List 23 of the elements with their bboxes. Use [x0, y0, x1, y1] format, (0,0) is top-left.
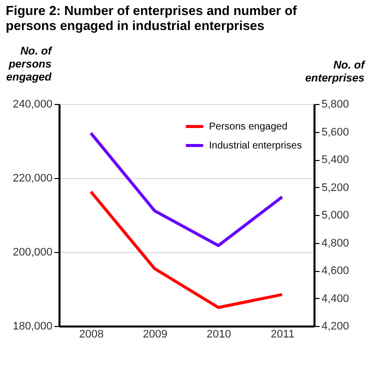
chart-title: Figure 2: Number of enterprises and number of persons engaged in industrial enterprises — [6, 3, 298, 33]
y2-tick-label: 4,400 — [322, 292, 350, 305]
y-axis-title: No. of persons engaged — [6, 46, 53, 84]
y-tick-label: 220,000 — [12, 172, 52, 184]
y2-tick-label: 5,000 — [322, 210, 350, 222]
y2-tick-label: 4,600 — [322, 265, 350, 277]
x-tick-label: 2009 — [142, 328, 168, 340]
y2-tick-label: 5,800 — [322, 98, 350, 110]
legend-label: Persons engaged — [209, 122, 288, 132]
x-tick-label: 2010 — [206, 328, 232, 340]
y2-tick-label: 5,400 — [322, 154, 350, 166]
y2-tick-label: 4,800 — [322, 237, 350, 250]
x-tick-label: 2011 — [270, 328, 294, 340]
y-tick-label: 180,000 — [12, 320, 52, 332]
y-tick-label: 200,000 — [12, 246, 52, 258]
y2-tick-label: 4,200 — [322, 320, 350, 332]
legend-label: Industrial enterprises — [209, 140, 302, 152]
y2-tick-label: 5,600 — [322, 126, 350, 138]
y-tick-label: 240,000 — [12, 98, 52, 110]
line-series — [89, 190, 284, 309]
x-tick-label: 2008 — [79, 328, 104, 340]
y2-axis-title: No. of enterprises — [305, 60, 366, 84]
y2-tick-label: 5,200 — [322, 182, 350, 194]
